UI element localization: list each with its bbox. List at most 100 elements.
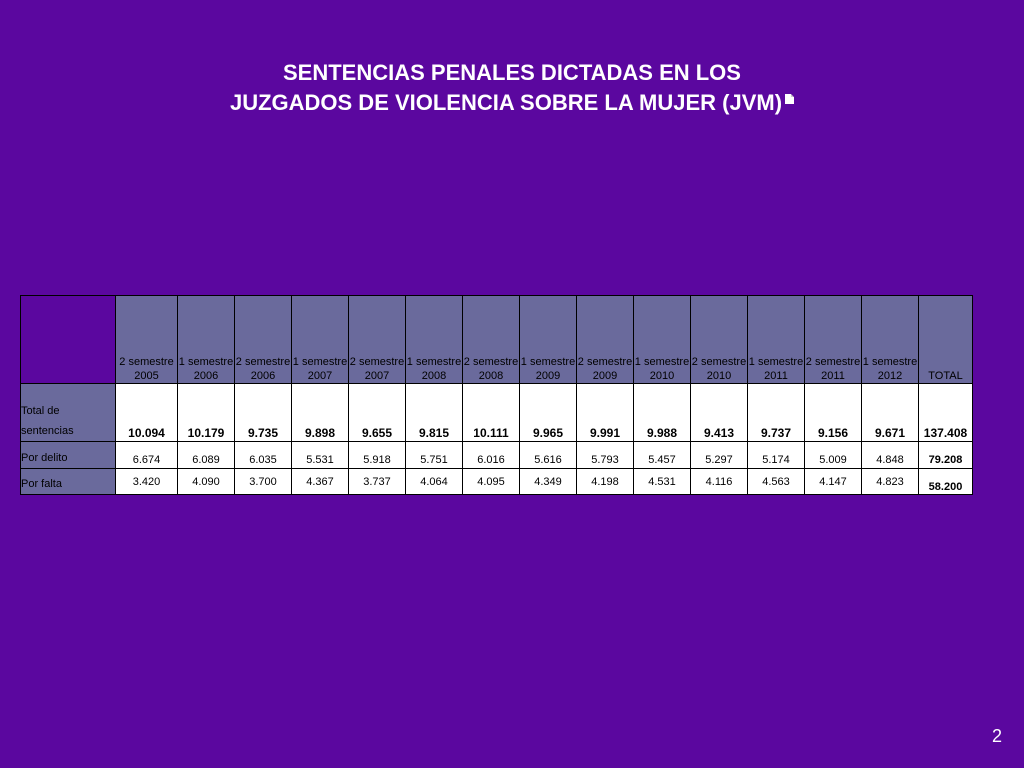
column-header-period: 1 semestre (520, 356, 576, 368)
row-label: Total de sentencias (20, 383, 116, 442)
column-header: 1 semestre 2010 (633, 295, 691, 384)
column-header-year: 2011 (821, 370, 845, 382)
value-cell: 9.156 (804, 383, 862, 442)
value-cell: 4.147 (804, 468, 862, 495)
value-cell: 9.737 (747, 383, 805, 442)
value-cell: 5.616 (519, 441, 577, 469)
value-cell: 5.174 (747, 441, 805, 469)
total-cell: 58.200 (918, 468, 973, 495)
row-label-line-1: Total de (21, 405, 60, 417)
column-header-period: 2 semestre (577, 356, 633, 368)
header-row: 2 semestre 2005 1 semestre 2006 2 semestre 20… (20, 295, 973, 384)
value-cell: 10.094 (115, 383, 178, 442)
column-header: 1 semestre 2011 (747, 295, 805, 384)
column-header-period: 1 semestre (292, 356, 348, 368)
column-header: 1 semestre 2009 (519, 295, 577, 384)
total-column-header: TOTAL (918, 295, 973, 384)
title-line-2-text: JUZGADOS DE VIOLENCIA SOBRE LA MUJER (JV… (229, 90, 783, 115)
row-por-delito: Por delito 6.674 6.089 6.035 5.531 5.918 5.751… (20, 441, 973, 469)
note-icon[interactable] (785, 94, 795, 104)
slide-title: SENTENCIAS PENALES DICTADAS EN LOS JUZGA… (0, 58, 1024, 118)
title-line-2: JUZGADOS DE VIOLENCIA SOBRE LA MUJER (JV… (0, 88, 1024, 118)
column-header-year: 2009 (592, 370, 618, 382)
value-cell: 6.089 (177, 441, 235, 469)
value-cell: 6.016 (462, 441, 520, 469)
value-cell: 5.531 (291, 441, 349, 469)
value-cell: 3.700 (234, 468, 292, 495)
column-header: 1 semestre 2007 (291, 295, 349, 384)
value-cell: 4.064 (405, 468, 463, 495)
value-cell: 9.655 (348, 383, 406, 442)
column-header: 2 semestre 2006 (234, 295, 292, 384)
value-cell: 3.420 (115, 468, 178, 495)
column-header-period: 2 semestre (805, 356, 861, 368)
corner-cell (20, 295, 116, 384)
column-header-year: 2010 (649, 370, 675, 382)
column-header: 1 semestre 2012 (861, 295, 919, 384)
column-header-period: 2 semestre (349, 356, 405, 368)
value-cell: 6.035 (234, 441, 292, 469)
column-header: 2 semestre 2005 (115, 295, 178, 384)
column-header: 1 semestre 2006 (177, 295, 235, 384)
column-header-year: 2008 (478, 370, 504, 382)
value-cell: 4.563 (747, 468, 805, 495)
value-cell: 9.815 (405, 383, 463, 442)
column-header-period: 1 semestre (748, 356, 804, 368)
column-header-period: 1 semestre (178, 356, 234, 368)
sentences-table: 2 semestre 2005 1 semestre 2006 2 semestre 20… (20, 295, 973, 495)
row-label-line-2: sentencias (21, 425, 74, 437)
column-header: 1 semestre 2008 (405, 295, 463, 384)
column-header-period: 2 semestre (463, 356, 519, 368)
value-cell: 3.737 (348, 468, 406, 495)
value-cell: 5.751 (405, 441, 463, 469)
column-header: 2 semestre 2010 (690, 295, 748, 384)
column-header: 2 semestre 2007 (348, 295, 406, 384)
column-header-period: 2 semestre (235, 356, 291, 368)
value-cell: 4.198 (576, 468, 634, 495)
row-label: Por falta (20, 468, 116, 495)
column-header-year: 2009 (535, 370, 561, 382)
value-cell: 9.413 (690, 383, 748, 442)
value-cell: 5.457 (633, 441, 691, 469)
value-cell: 4.367 (291, 468, 349, 495)
column-header-year: 2011 (764, 370, 788, 382)
column-header-year: 2006 (250, 370, 276, 382)
column-header-period: 2 semestre (691, 356, 747, 368)
column-header-period: 1 semestre (634, 356, 690, 368)
column-header: 2 semestre 2008 (462, 295, 520, 384)
value-cell: 10.179 (177, 383, 235, 442)
column-header-period: 1 semestre (862, 356, 918, 368)
value-cell: 4.531 (633, 468, 691, 495)
value-cell: 9.965 (519, 383, 577, 442)
column-header-year: 2007 (307, 370, 333, 382)
value-cell: 4.349 (519, 468, 577, 495)
value-cell: 5.918 (348, 441, 406, 469)
value-cell: 4.116 (690, 468, 748, 495)
value-cell: 5.297 (690, 441, 748, 469)
value-cell: 4.090 (177, 468, 235, 495)
column-header-period: 1 semestre (406, 356, 462, 368)
column-header-period: 2 semestre (119, 356, 174, 368)
row-por-falta: Por falta 3.420 4.090 3.700 4.367 3.737 4.064 4… (20, 468, 973, 495)
column-header: 2 semestre 2009 (576, 295, 634, 384)
value-cell: 10.111 (462, 383, 520, 442)
value-cell: 4.095 (462, 468, 520, 495)
column-header-year: 2005 (134, 370, 159, 382)
value-cell: 9.991 (576, 383, 634, 442)
column-header-year: 2008 (421, 370, 447, 382)
total-cell: 137.408 (918, 383, 973, 442)
column-header-year: 2010 (706, 370, 732, 382)
column-header-year: 2007 (364, 370, 390, 382)
value-cell: 4.848 (861, 441, 919, 469)
value-cell: 5.793 (576, 441, 634, 469)
title-line-1: SENTENCIAS PENALES DICTADAS EN LOS (283, 60, 741, 85)
value-cell: 4.823 (861, 468, 919, 495)
row-label: Por delito (20, 441, 116, 469)
column-header-year: 2012 (877, 370, 903, 382)
row-total-sentencias: Total de sentencias 10.094 10.179 9.735 9.898… (20, 383, 973, 442)
value-cell: 5.009 (804, 441, 862, 469)
value-cell: 9.988 (633, 383, 691, 442)
value-cell: 9.671 (861, 383, 919, 442)
column-header-year: 2006 (193, 370, 219, 382)
value-cell: 9.735 (234, 383, 292, 442)
